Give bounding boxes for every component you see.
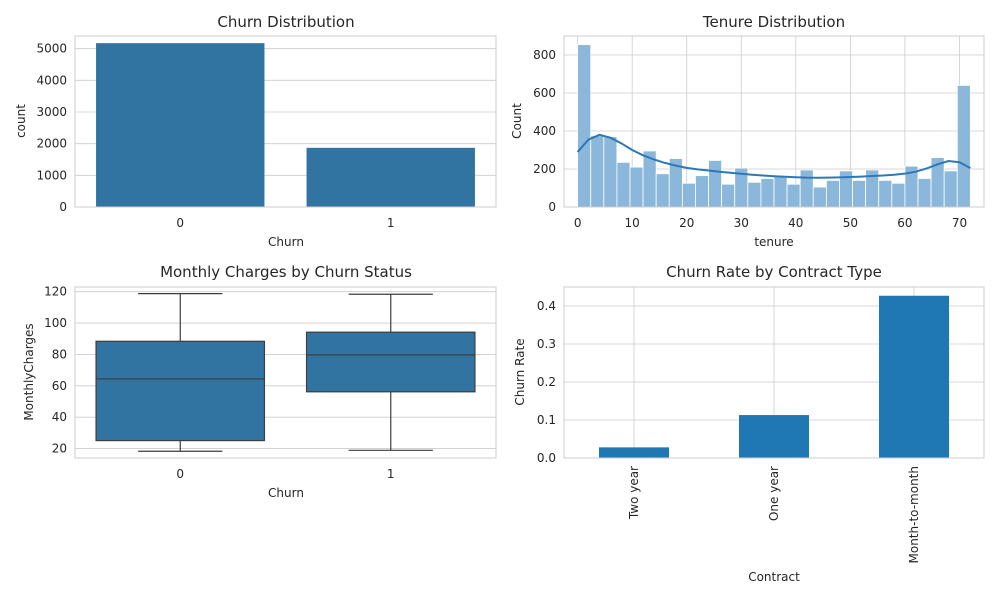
y-tick-label: 1000 (36, 168, 67, 182)
y-tick-label: 600 (533, 86, 556, 100)
plot-frame (563, 286, 985, 459)
plot-frame (74, 35, 497, 208)
y-tick-label: 20 (52, 442, 67, 456)
y-axis-label: Churn Rate (513, 338, 527, 405)
x-tick-label: 20 (679, 216, 694, 230)
histogram-bar (812, 186, 827, 208)
histogram-bar (956, 85, 971, 208)
bar (739, 415, 809, 458)
x-tick-label: Month-to-month (907, 466, 921, 564)
histogram-bar (760, 178, 775, 208)
y-tick-label: 0 (59, 200, 67, 214)
x-tick-label: 30 (734, 216, 749, 230)
x-tick-label: Two year (627, 466, 641, 520)
x-axis-label: Churn (268, 235, 304, 249)
plot-frame (563, 35, 985, 208)
y-tick-label: 2000 (36, 137, 67, 151)
y-tick-label: 5000 (36, 42, 67, 56)
x-tick-label: 1 (387, 216, 395, 230)
y-tick-label: 0.4 (537, 299, 556, 313)
x-tick-label: 60 (897, 216, 912, 230)
histogram-bar (616, 161, 631, 208)
y-tick-label: 60 (52, 379, 67, 393)
box (305, 331, 476, 393)
histogram-bar (878, 179, 893, 208)
churn-distribution-chart: Churn Distribution 0 1000 2000 3000 4000 5000… (14, 13, 497, 249)
chart-title: Tenure Distribution (702, 13, 845, 31)
y-tick-label: 0.2 (537, 375, 556, 389)
histogram-bar (825, 179, 840, 208)
histogram-bar (917, 178, 932, 208)
box (95, 340, 266, 442)
histogram-bar (577, 44, 592, 208)
histogram-bar (799, 169, 814, 208)
histogram-bar (603, 136, 618, 208)
x-tick-label: 70 (952, 216, 967, 230)
chart-title: Churn Distribution (217, 13, 354, 31)
x-tick-label: 0 (574, 216, 582, 230)
tenure-distribution-chart: Tenure Distribution 0 200 400 600 800 0 10 20 30… (510, 13, 985, 249)
y-tick-label: 0.3 (537, 337, 556, 351)
churn-rate-by-contract-chart: Churn Rate by Contract Type 0.0 0.1 0.2 0.3… (513, 263, 985, 584)
histogram-bar (590, 135, 605, 208)
y-tick-label: 3000 (36, 105, 67, 119)
y-tick-label: 120 (44, 285, 67, 299)
chart-title: Monthly Charges by Churn Status (160, 263, 412, 281)
y-axis-label: count (14, 104, 28, 138)
x-tick-label: 0 (176, 467, 184, 481)
x-axis-label: Contract (748, 570, 800, 584)
histogram-bar (943, 170, 958, 208)
bar (879, 295, 949, 458)
x-axis-label: tenure (754, 235, 793, 249)
histogram-bar (681, 182, 696, 208)
y-tick-label: 400 (533, 124, 556, 138)
x-tick-label: 0 (176, 216, 184, 230)
histogram-bar (747, 181, 762, 208)
kde-line (576, 133, 971, 179)
x-tick-label: One year (767, 466, 781, 521)
y-tick-label: 800 (533, 48, 556, 62)
y-tick-label: 200 (533, 162, 556, 176)
y-tick-label: 0.0 (537, 451, 556, 465)
histogram-bar (721, 183, 736, 208)
histogram-bar (786, 183, 801, 208)
histogram-bar (708, 160, 723, 208)
bar (96, 43, 265, 208)
bar (599, 447, 669, 458)
x-tick-label: 40 (788, 216, 803, 230)
y-axis-label: MonthlyCharges (22, 323, 36, 420)
y-tick-label: 4000 (36, 73, 67, 87)
y-tick-label: 0.1 (537, 413, 556, 427)
y-axis-label: Count (510, 103, 524, 139)
plot-frame (74, 286, 497, 459)
histogram-bar (773, 175, 788, 208)
chart-title: Churn Rate by Contract Type (666, 263, 882, 281)
monthly-charges-boxplot: Monthly Charges by Churn Status 20 40 60 80… (22, 263, 497, 500)
y-tick-label: 80 (52, 347, 67, 361)
y-tick-label: 40 (52, 410, 67, 424)
bar (306, 147, 475, 207)
y-tick-label: 0 (548, 200, 556, 214)
x-axis-label: Churn (268, 486, 304, 500)
x-tick-label: 1 (387, 467, 395, 481)
histogram-bar (852, 179, 867, 208)
histogram-bar (629, 166, 644, 208)
histogram-bar (695, 175, 709, 208)
x-tick-label: 50 (843, 216, 858, 230)
histogram-bar (891, 182, 906, 208)
x-tick-label: 10 (625, 216, 640, 230)
y-tick-label: 100 (44, 316, 67, 330)
histogram-bar (655, 173, 670, 208)
